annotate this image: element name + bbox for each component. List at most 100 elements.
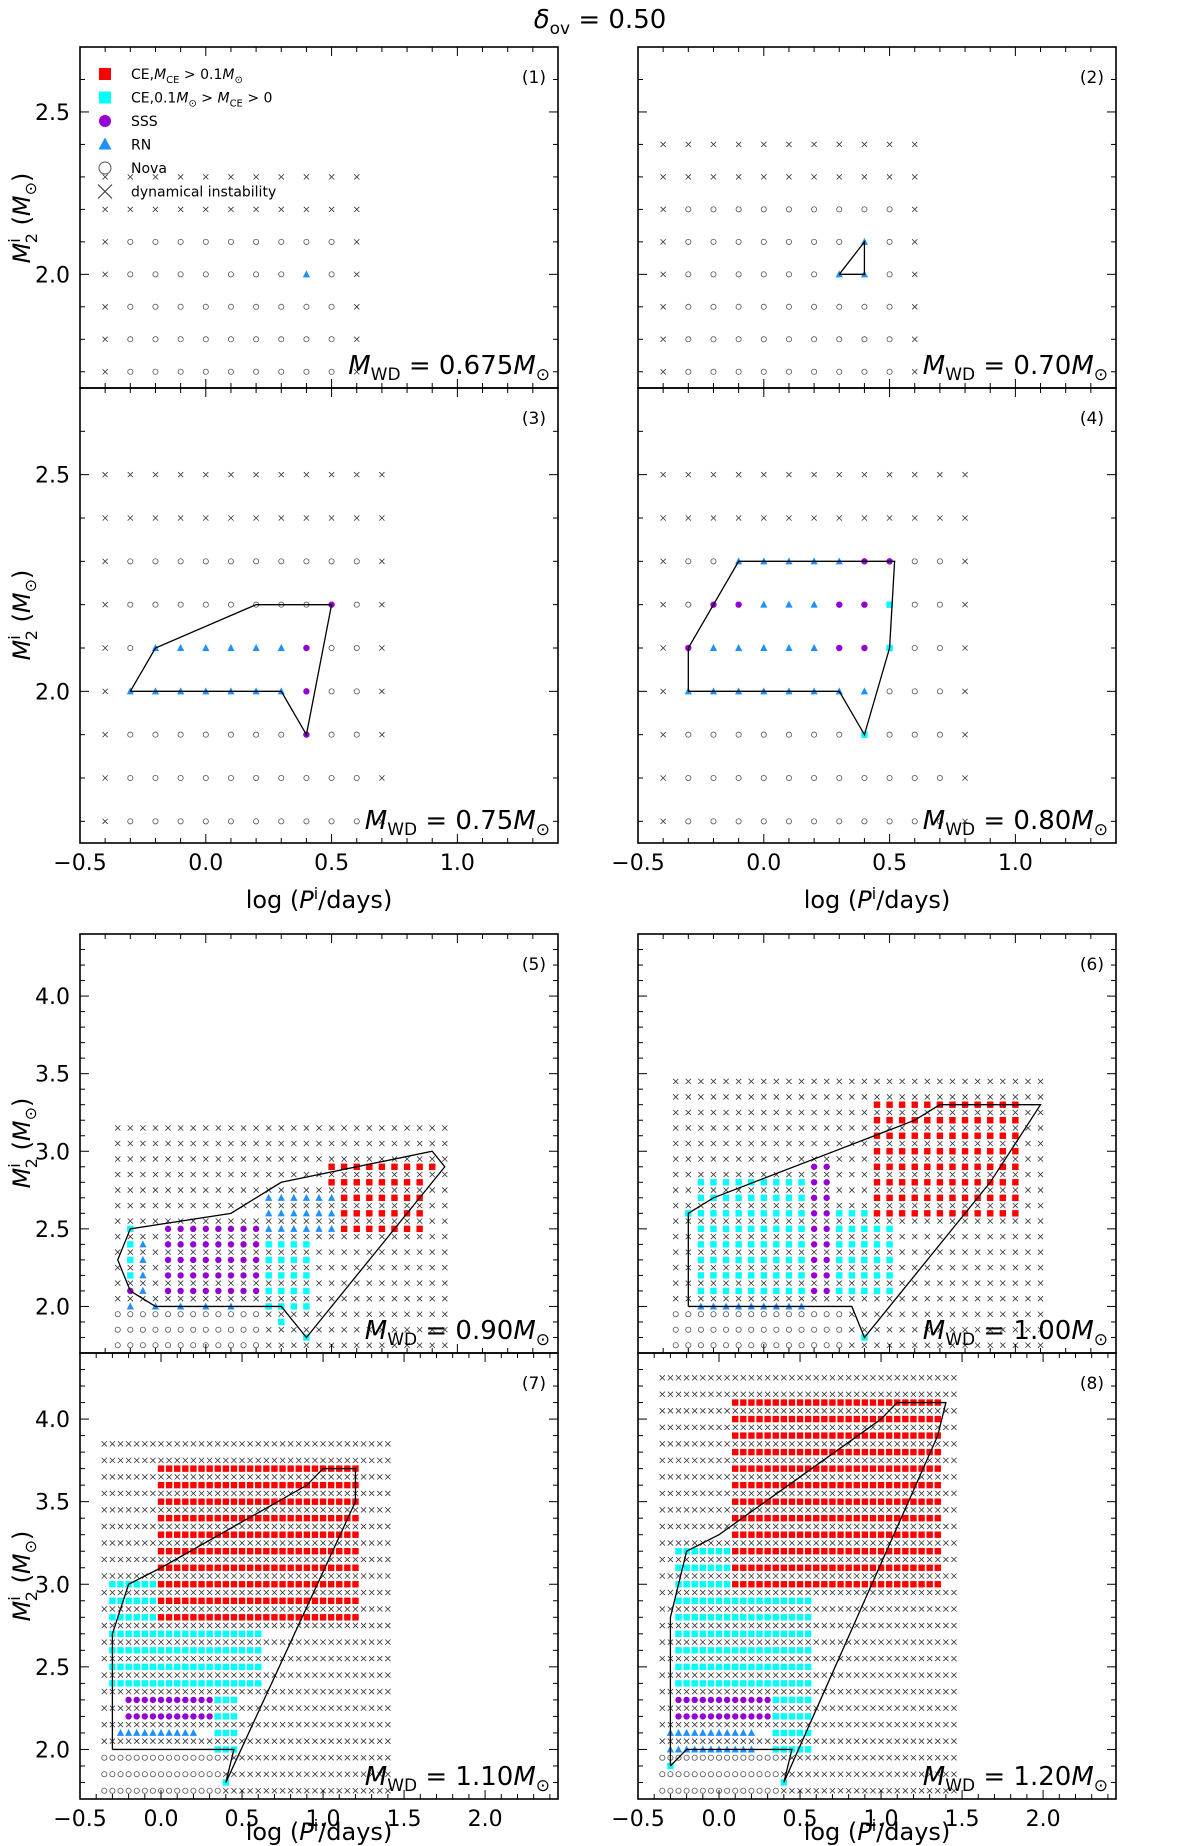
point-dyn [911, 336, 918, 343]
point-dyn [222, 1705, 229, 1712]
point-ce_low [848, 1256, 856, 1264]
point-ce_high [263, 1465, 270, 1472]
point-dyn [117, 1540, 124, 1546]
point-ce_low [198, 1630, 205, 1638]
point-dyn [748, 1218, 755, 1224]
point-dyn [125, 1639, 132, 1645]
point-ce_high [861, 1465, 869, 1472]
point-dyn [336, 1474, 343, 1480]
point-ce_high [182, 1581, 189, 1588]
point-dyn [101, 1474, 108, 1480]
point-dyn [366, 1311, 373, 1318]
point-dyn [391, 1125, 398, 1131]
point-nova [811, 775, 818, 782]
point-ce_low [222, 1663, 230, 1671]
point-dyn [699, 1705, 706, 1712]
point-dyn [748, 1125, 755, 1131]
point-ce_high [403, 1225, 411, 1233]
point-dyn [279, 1606, 286, 1612]
point-ce_high [772, 1531, 779, 1538]
point-dyn [441, 1311, 448, 1318]
point-nova [328, 731, 335, 738]
point-dyn [344, 1639, 351, 1645]
point-dyn [764, 1622, 771, 1629]
point-dyn [667, 1556, 674, 1563]
point-sss [125, 1713, 132, 1720]
point-ce_high [873, 1132, 881, 1139]
point-nova [328, 818, 335, 825]
point-ce_high [837, 1514, 844, 1522]
point-dyn [352, 1457, 359, 1464]
point-nova [760, 775, 767, 782]
point-ce_high [877, 1548, 885, 1555]
point-dyn [962, 1342, 968, 1349]
point-ce_high [157, 1465, 165, 1472]
point-ce_high [206, 1564, 213, 1571]
point-ce_low [157, 1680, 165, 1687]
point-dyn [182, 1440, 189, 1447]
point-ce_high [222, 1548, 230, 1555]
point-dyn [360, 1754, 367, 1761]
point-dyn [667, 1540, 674, 1546]
point-dyn [231, 1540, 237, 1546]
point-dyn [222, 1589, 229, 1596]
point-nova [724, 1771, 731, 1778]
point-nova [735, 303, 742, 310]
point-ce_high [934, 1548, 941, 1555]
point-ce_high [295, 1481, 302, 1489]
point-dyn [320, 1440, 326, 1447]
point-dyn [255, 1556, 262, 1563]
point-ce_high [873, 1210, 881, 1217]
point-ce_high [821, 1415, 828, 1423]
point-dyn [772, 1440, 779, 1447]
x-tick-label: 2.0 [468, 1807, 503, 1832]
point-dyn [837, 1705, 844, 1712]
point-dyn [811, 1125, 817, 1131]
point-dyn [360, 1474, 367, 1480]
point-dyn [861, 1672, 868, 1678]
point-dyn [837, 1556, 844, 1563]
point-ce_low [722, 1241, 730, 1248]
point-dyn [114, 1187, 121, 1193]
point-dyn [716, 1391, 722, 1398]
point-ce_high [853, 1548, 860, 1555]
point-dyn [1025, 1109, 1031, 1116]
point-dyn [780, 1573, 787, 1579]
point-ce_high [732, 1514, 739, 1522]
point-dyn [878, 1457, 884, 1464]
point-dyn [861, 1771, 868, 1778]
point-ce_high [764, 1399, 771, 1406]
point-sss [133, 1696, 140, 1704]
point-dyn [312, 1672, 318, 1678]
point-dyn [416, 1218, 423, 1224]
point-dyn [117, 1440, 124, 1447]
point-dyn [934, 1374, 941, 1381]
point-nova [685, 731, 692, 738]
point-sss [823, 1241, 830, 1248]
point-dyn [263, 1457, 270, 1464]
point-dyn [899, 1156, 906, 1162]
point-dyn [206, 1457, 213, 1464]
point-nova [206, 1771, 213, 1778]
point-ce_high [214, 1581, 221, 1588]
point-dyn [429, 1295, 436, 1302]
point-dyn [910, 1457, 917, 1464]
point-sss [227, 1287, 235, 1295]
point-dyn [441, 1249, 448, 1256]
point-dyn [102, 775, 109, 781]
point-dyn [174, 1474, 181, 1480]
point-sss [740, 1696, 747, 1704]
point-dyn [376, 1639, 383, 1645]
point-dyn [166, 1523, 173, 1530]
point-ce_low [785, 1225, 793, 1233]
point-dyn [821, 1440, 828, 1447]
point-dyn [166, 1672, 173, 1678]
point-rn [327, 1193, 336, 1201]
point-dyn [874, 1078, 880, 1085]
point-ce_high [788, 1514, 796, 1522]
point-dyn [691, 1738, 698, 1745]
point-dyn [926, 1622, 933, 1629]
point-dyn [133, 1639, 140, 1645]
point-dyn [328, 1187, 335, 1193]
point-nova [685, 775, 692, 782]
